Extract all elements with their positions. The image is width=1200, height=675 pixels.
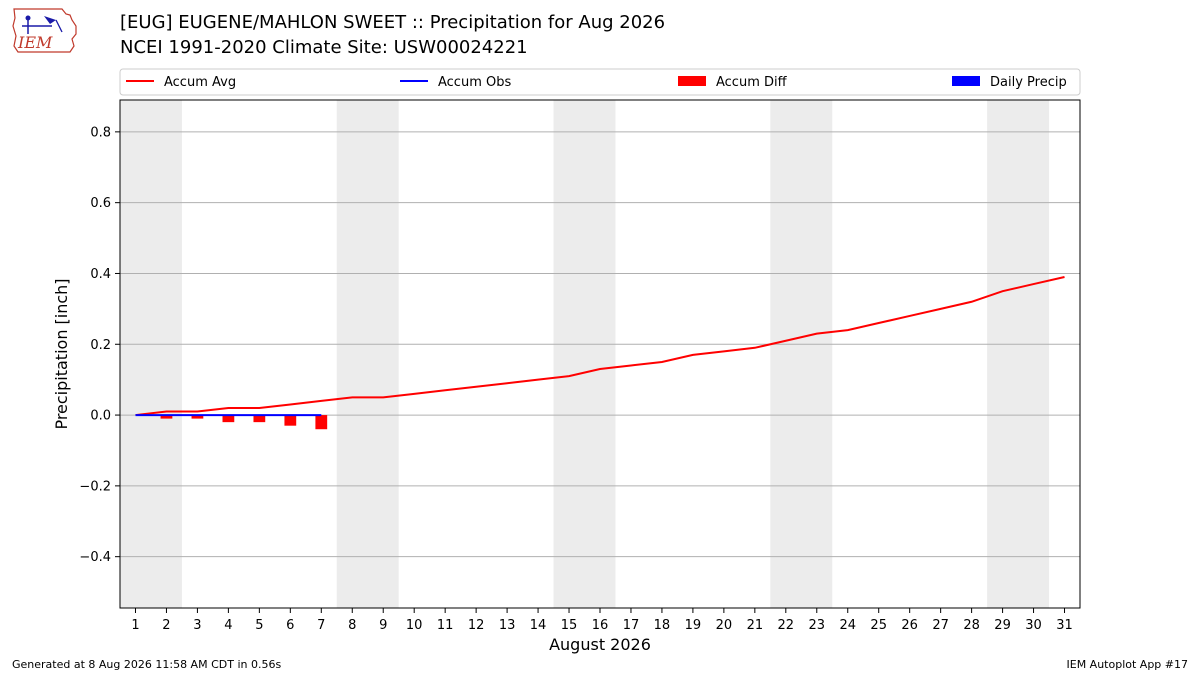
x-tick-label: 16	[592, 618, 609, 633]
weekend-shading	[120, 100, 1050, 608]
x-tick-label: 26	[901, 618, 918, 633]
iem-logo: IEM	[12, 8, 77, 53]
chart-title: [EUG] EUGENE/MAHLON SWEET :: Precipitati…	[120, 12, 666, 33]
x-tick-label: 2	[162, 618, 170, 633]
legend-frame	[119, 68, 1081, 96]
x-tick-label: 6	[286, 618, 294, 633]
weekend-band	[120, 100, 182, 608]
x-tick-label: 22	[778, 618, 795, 633]
weekend-band	[553, 100, 616, 608]
diff-bar	[315, 415, 328, 430]
legend-label: Daily Precip	[990, 75, 1067, 90]
y-tick-label: −0.2	[79, 479, 111, 494]
y-tick-label: 0.6	[90, 196, 111, 211]
y-axis-ticks: −0.4 −0.2 0.0 0.2 0.4 0.6 0.8	[79, 125, 120, 565]
x-tick-label: 9	[379, 618, 387, 633]
generated-note: Generated at 8 Aug 2026 11:58 AM CDT in …	[12, 658, 282, 671]
logo-text: IEM	[17, 33, 53, 52]
diff-bar	[253, 415, 266, 423]
x-tick-label: 4	[224, 618, 232, 633]
legend-swatch-bar	[952, 76, 980, 86]
y-tick-label: 0.8	[90, 125, 111, 140]
series-lines	[135, 276, 1065, 417]
x-tick-label: 28	[963, 618, 980, 633]
y-axis-label: Precipitation [inch]	[52, 278, 71, 429]
x-tick-label: 13	[499, 618, 516, 633]
x-tick-label: 15	[561, 618, 578, 633]
legend-swatch-bar	[678, 76, 706, 86]
legend-label: Accum Avg	[164, 75, 236, 90]
x-axis-label: August 2026	[549, 635, 651, 654]
diff-bar	[160, 415, 173, 419]
x-tick-label: 8	[348, 618, 356, 633]
accum-avg-line	[135, 276, 1065, 417]
diff-bar	[284, 415, 297, 426]
x-tick-label: 11	[437, 618, 454, 633]
x-tick-label: 23	[809, 618, 826, 633]
x-tick-label: 20	[716, 618, 733, 633]
legend-label: Accum Obs	[438, 75, 511, 90]
x-tick-label: 25	[870, 618, 887, 633]
x-tick-label: 3	[193, 618, 201, 633]
diff-bar	[191, 415, 204, 419]
weekend-band	[770, 100, 833, 608]
x-tick-label: 5	[255, 618, 263, 633]
x-tick-label: 1	[131, 618, 139, 633]
legend-label: Accum Diff	[716, 75, 788, 90]
chart-subtitle: NCEI 1991-2020 Climate Site: USW00024221	[120, 37, 528, 58]
x-tick-label: 7	[317, 618, 325, 633]
x-tick-label: 19	[685, 618, 702, 633]
x-tick-label: 18	[654, 618, 671, 633]
x-tick-label: 31	[1056, 618, 1073, 633]
app-note: IEM Autoplot App #17	[1066, 658, 1189, 671]
y-tick-label: 0.2	[90, 338, 111, 353]
x-tick-label: 29	[994, 618, 1011, 633]
x-tick-label: 14	[530, 618, 547, 633]
weekend-band	[987, 100, 1050, 608]
y-tick-label: 0.4	[90, 267, 111, 282]
x-tick-label: 27	[932, 618, 949, 633]
diff-bars	[160, 415, 328, 430]
weekend-band	[336, 100, 399, 608]
x-axis-ticks: 1 2 3 4 5 6 7 8 9 10 11 12 13 14 15 16 17 18 19 20 21 22 23 24 2…	[131, 608, 1073, 633]
y-tick-label: 0.0	[90, 409, 111, 424]
x-tick-label: 12	[468, 618, 485, 633]
x-tick-label: 24	[839, 618, 856, 633]
y-tick-label: −0.4	[79, 550, 111, 565]
diff-bar	[222, 415, 235, 423]
x-tick-label: 30	[1025, 618, 1042, 633]
x-tick-label: 17	[623, 618, 640, 633]
x-tick-label: 10	[406, 618, 423, 633]
x-tick-label: 21	[747, 618, 764, 633]
legend: Accum Avg Accum Obs Accum Diff Daily Precip	[119, 68, 1081, 96]
